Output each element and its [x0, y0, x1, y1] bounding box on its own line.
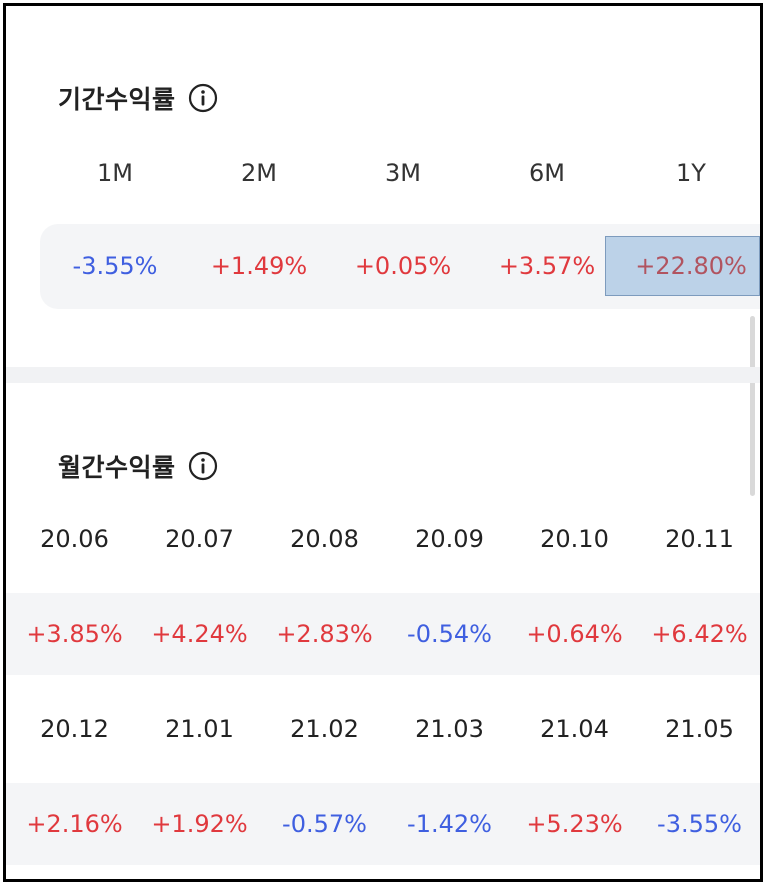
month-label: 21.02: [290, 715, 359, 743]
period-values-bar: -3.55% +1.49% +0.05% +3.57% +22.80%: [40, 224, 760, 309]
period-value-2m[interactable]: +1.49%: [210, 252, 308, 280]
period-value-1y[interactable]: +22.80%: [619, 224, 760, 309]
month-value: +1.92%: [151, 810, 248, 838]
month-label: 21.04: [540, 715, 609, 743]
month-label-row: 20.12 21.01 21.02 21.03 21.04 21.05: [12, 699, 760, 759]
month-value: +3.85%: [26, 620, 123, 648]
section-divider: [6, 367, 760, 383]
period-value-3m[interactable]: +0.05%: [354, 252, 452, 280]
month-label: 20.10: [540, 525, 609, 553]
month-value: -0.57%: [282, 810, 367, 838]
period-label-3m[interactable]: 3M: [385, 159, 421, 187]
period-label-1m[interactable]: 1M: [97, 159, 133, 187]
month-value: +5.23%: [526, 810, 623, 838]
period-tabs: 1M 2M 3M 6M 1Y: [43, 151, 760, 195]
month-label: 20.12: [40, 715, 109, 743]
month-label: 20.06: [40, 525, 109, 553]
month-value: +2.16%: [26, 810, 123, 838]
month-label: 20.07: [165, 525, 234, 553]
month-value: +6.42%: [651, 620, 748, 648]
info-icon[interactable]: [188, 83, 218, 113]
period-label-6m[interactable]: 6M: [529, 159, 565, 187]
month-label: 21.03: [415, 715, 484, 743]
month-label: 21.01: [165, 715, 234, 743]
month-label: 21.05: [665, 715, 734, 743]
month-value: -3.55%: [657, 810, 742, 838]
month-value-row: +2.16% +1.92% -0.57% -1.42% +5.23% -3.55…: [6, 783, 760, 865]
scrollbar[interactable]: [750, 316, 755, 496]
period-value-1m[interactable]: -3.55%: [72, 252, 158, 280]
month-label-row: 20.06 20.07 20.08 20.09 20.10 20.11: [12, 509, 760, 569]
monthly-returns-title: 월간수익률: [58, 446, 218, 486]
info-icon[interactable]: [188, 451, 218, 481]
month-value: +2.83%: [276, 620, 373, 648]
month-label: 20.09: [415, 525, 484, 553]
period-returns-title-text: 기간수익률: [58, 85, 176, 114]
month-value: -1.42%: [407, 810, 492, 838]
month-value: +4.24%: [151, 620, 248, 648]
period-label-1y[interactable]: 1Y: [676, 159, 706, 187]
month-value: +0.64%: [526, 620, 623, 648]
period-value-6m[interactable]: +3.57%: [498, 252, 596, 280]
period-returns-title: 기간수익률: [58, 78, 218, 118]
month-value: -0.54%: [407, 620, 492, 648]
month-label: 20.08: [290, 525, 359, 553]
month-label: 20.11: [665, 525, 734, 553]
month-value-row: +3.85% +4.24% +2.83% -0.54% +0.64% +6.42…: [6, 593, 760, 675]
returns-panel: 기간수익률 1M 2M 3M 6M 1Y -3.55% +1.49% +0.05…: [3, 3, 763, 882]
period-label-2m[interactable]: 2M: [241, 159, 277, 187]
selected-period-highlight: [605, 236, 760, 296]
monthly-returns-title-text: 월간수익률: [58, 453, 176, 482]
period-value-1y-text: +22.80%: [635, 252, 747, 280]
